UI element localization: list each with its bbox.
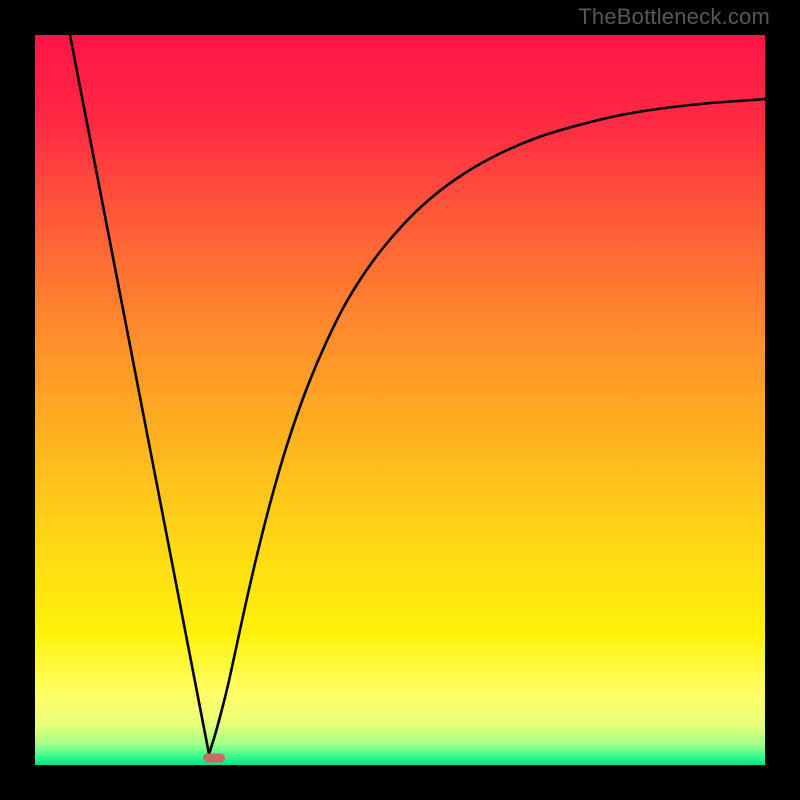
plot-area (35, 35, 765, 765)
watermark-text: TheBottleneck.com (578, 4, 770, 30)
minimum-marker (203, 754, 225, 763)
bottleneck-curve (35, 35, 765, 765)
